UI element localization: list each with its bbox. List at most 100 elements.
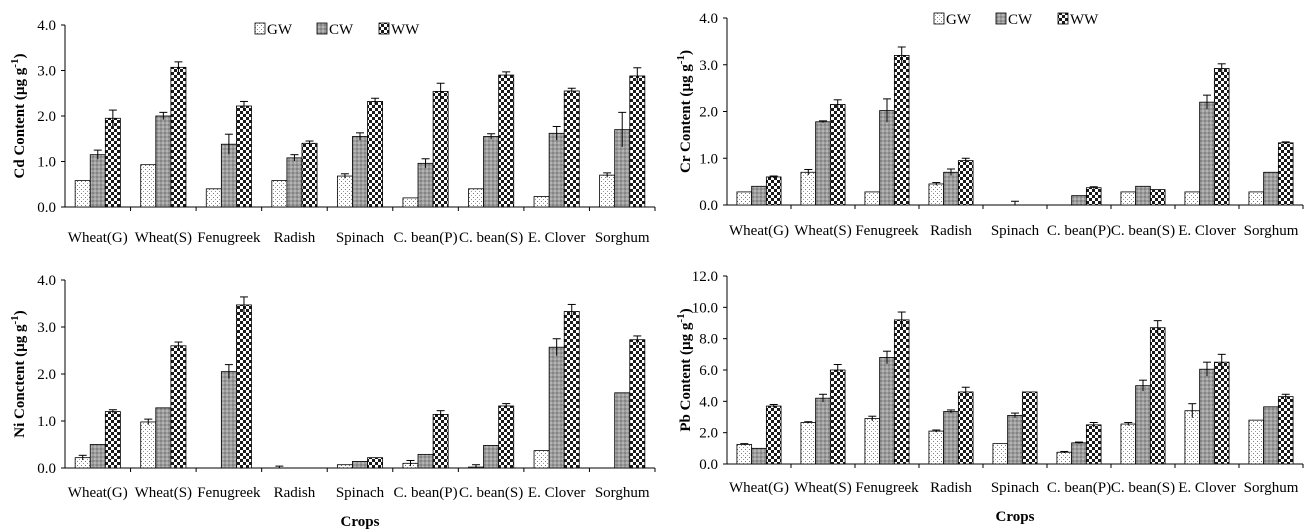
y-axis-label-sup: -1 [9, 315, 21, 324]
bar-cw [417, 453, 434, 469]
legend-label-gw: GW [946, 12, 972, 28]
bar-cw [815, 397, 831, 465]
x-category-label: Sorghum [1244, 223, 1299, 239]
bar-ww [104, 411, 121, 469]
x-category-label: C. bean(P) [393, 485, 457, 501]
bar-ww [893, 319, 910, 465]
bar-gw [992, 443, 1009, 465]
bar-cw [548, 346, 565, 469]
x-category-label: C. bean(P) [1047, 223, 1111, 239]
bar-gw [336, 464, 353, 469]
bar-ww [765, 176, 782, 206]
x-category-label: Wheat(S) [135, 485, 192, 501]
bar-ww [498, 405, 515, 469]
bar-ww [1213, 361, 1230, 465]
legend-label-cw: CW [329, 22, 354, 38]
bar-gw [336, 175, 353, 208]
bar-gw [800, 422, 817, 465]
bar-gw [1184, 191, 1201, 206]
legend-label-cw: CW [1008, 12, 1033, 28]
bar-ww [829, 369, 846, 465]
bar-ww [170, 66, 187, 208]
bar-cw [1263, 406, 1279, 465]
bar-cw [751, 185, 767, 206]
y-axis-label: Cd Content (µg g-1) [9, 54, 28, 179]
bar-gw [599, 174, 616, 208]
y-tick-label: 3.0 [699, 58, 718, 74]
legend-swatch-cw [995, 12, 1007, 25]
x-category-label: C. bean(S) [1111, 480, 1175, 496]
bar-ww [1021, 391, 1038, 465]
x-category-label: Wheat(G) [729, 480, 789, 496]
bar-cw [89, 444, 106, 469]
bar-ww [765, 405, 782, 465]
legend: GW CW WW [933, 12, 1099, 28]
x-category-label: Radish [930, 480, 972, 496]
y-axis-label-main: Cr Content (µg g [678, 64, 694, 173]
x-category-label: Sorghum [1244, 480, 1299, 496]
x-axis-label: Crops [996, 509, 1035, 525]
bar-ww [1085, 424, 1102, 465]
y-axis-label: Cr Content (µg g-1) [675, 50, 694, 173]
x-category-label: Fenugreek [197, 230, 261, 246]
chart-pb: 0.0 2.0 4.0 6.0 8.0 10.0 12.0 Wheat(G) Wheat(S) F… [675, 269, 1304, 525]
legend-label-gw: GW [267, 22, 293, 38]
bar-cw [879, 357, 895, 465]
y-tick-label: 3.0 [37, 320, 56, 336]
x-category-label: Wheat(G) [68, 485, 128, 501]
x-axis-label: Crops [341, 514, 380, 530]
bar-ww [367, 457, 384, 469]
y-tick-label: 12.0 [692, 269, 718, 285]
x-category-label: C. bean(S) [459, 485, 523, 501]
y-tick-label: 1.0 [699, 151, 718, 167]
bar-ww [170, 345, 187, 469]
bar-cw [1135, 385, 1151, 465]
bar-cw [751, 447, 767, 465]
x-category-label: Sorghum [595, 230, 650, 246]
x-category-label: C. bean(P) [1047, 480, 1111, 496]
y-tick-label: 8.0 [699, 332, 718, 348]
y-axis-label-main: Pb Content (µg g [678, 322, 694, 432]
x-category-label: C. bean(S) [459, 230, 523, 246]
chart-ni: 0.0 1.0 2.0 3.0 4.0 Wheat(G) Wheat(S) Fenugreek… [9, 273, 656, 530]
bar-ww [432, 414, 449, 469]
x-category-label: Fenugreek [197, 485, 261, 501]
bar-cw [286, 157, 303, 208]
x-category-label: Radish [274, 230, 316, 246]
y-axis-label: Pb Content (µg g-1) [675, 308, 694, 431]
y-tick-label: 0.0 [699, 198, 718, 214]
bar-gw [74, 180, 91, 208]
bar-gw [736, 191, 753, 206]
bar-ww [301, 142, 318, 208]
bar-cw [417, 162, 434, 208]
bar-gw [140, 421, 157, 469]
bar-cw [1263, 171, 1279, 206]
bar-cw [1007, 415, 1023, 465]
bar-cw [155, 115, 172, 208]
bar-cw [483, 136, 500, 208]
y-axis-label-main: Ni Conctent (µg g [12, 324, 28, 438]
bar-cw [483, 445, 500, 469]
y-tick-label: 1.0 [37, 414, 56, 430]
bar-cw [943, 171, 959, 206]
x-category-label: Spinach [991, 480, 1040, 496]
bar-cw [1135, 185, 1151, 206]
bar-cw [220, 371, 237, 469]
chart-cd: 0.0 1.0 2.0 3.0 4.0 Wheat(G) Wheat(S) Fenugreek… [9, 18, 656, 246]
x-category-label: E. Clover [1178, 480, 1236, 496]
x-category-label: E. Clover [528, 485, 586, 501]
bar-gw [468, 188, 484, 208]
legend-label-ww: WW [1070, 12, 1099, 28]
bar-ww [1277, 142, 1294, 206]
x-category-label: E. Clover [528, 230, 586, 246]
bar-ww [1149, 327, 1166, 465]
x-category-label: Fenugreek [855, 223, 919, 239]
x-category-label: Radish [930, 223, 972, 239]
y-axis-label-sup: -1 [675, 55, 687, 64]
legend-swatch-cw [316, 22, 328, 35]
bar-gw [271, 180, 288, 208]
y-tick-label: 4.0 [699, 394, 718, 410]
bar-cw [1199, 101, 1215, 206]
bar-cw [352, 461, 368, 469]
